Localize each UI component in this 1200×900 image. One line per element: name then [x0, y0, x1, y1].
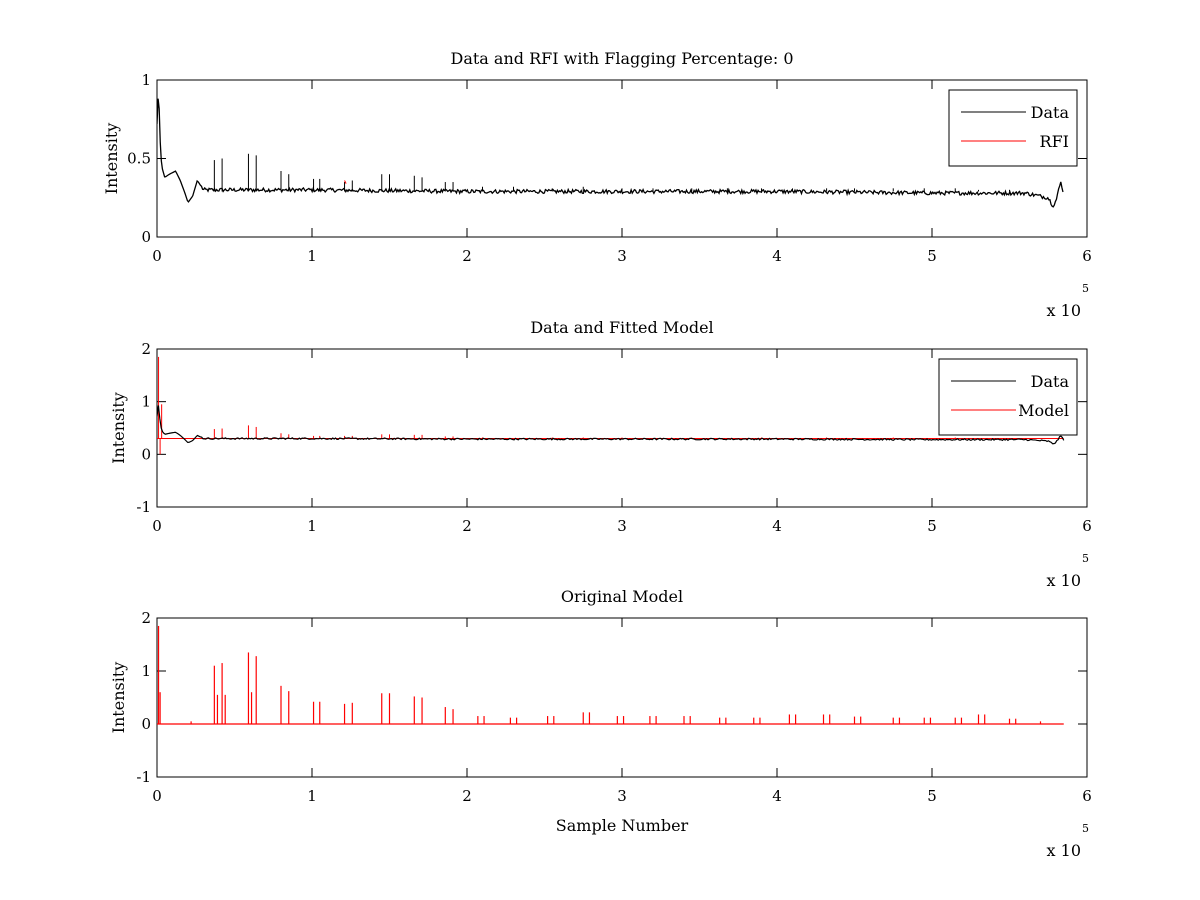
- y-tick-label: 1: [141, 71, 151, 89]
- x-multiplier-exponent: 5: [1082, 282, 1089, 295]
- y-tick-label: 2: [141, 609, 151, 627]
- x-tick-label: 6: [1082, 247, 1092, 265]
- legend-box: [938, 358, 1078, 436]
- legend: Data Model: [938, 358, 1078, 436]
- y-tick-label: -1: [136, 768, 151, 786]
- y-tick-label: -1: [136, 498, 151, 516]
- x-tick-label: 4: [772, 517, 782, 535]
- y-tick-label: 0: [141, 228, 151, 246]
- legend-box: [948, 89, 1078, 167]
- x-tick-label: 3: [617, 247, 627, 265]
- axes-box: [156, 79, 1088, 238]
- chart-title: Original Model: [561, 587, 683, 606]
- legend: Data RFI: [948, 89, 1078, 167]
- x-tick-label: 0: [152, 787, 162, 805]
- rfi-line: [344, 180, 347, 184]
- legend-label: RFI: [1040, 132, 1069, 151]
- x-tick-label: 2: [462, 517, 472, 535]
- x-multiplier: x 10: [1047, 841, 1081, 860]
- y-tick-label: 1: [141, 662, 151, 680]
- x-tick-label: 3: [617, 787, 627, 805]
- x-tick-label: 3: [617, 517, 627, 535]
- legend-label: Model: [1018, 401, 1069, 420]
- y-tick-label: 0: [141, 445, 151, 463]
- y-tick-label: 2: [141, 340, 151, 358]
- x-tick-label: 1: [307, 787, 317, 805]
- chart-title: Data and RFI with Flagging Percentage: 0: [450, 49, 793, 68]
- legend-label: Data: [1031, 372, 1070, 391]
- x-tick-label: 5: [927, 247, 937, 265]
- x-tick-label: 2: [462, 787, 472, 805]
- x-axis-label: Sample Number: [556, 816, 689, 835]
- x-tick-label: 5: [927, 787, 937, 805]
- x-multiplier: x 10: [1047, 301, 1081, 320]
- y-axis-label: Intensity: [102, 123, 121, 195]
- x-multiplier-exponent: 5: [1082, 552, 1089, 565]
- y-tick-label: 1: [141, 393, 151, 411]
- x-tick-label: 0: [152, 517, 162, 535]
- x-tick-label: 4: [772, 787, 782, 805]
- x-tick-label: 4: [772, 247, 782, 265]
- plot-area: [157, 356, 1065, 455]
- axes-box: [156, 617, 1088, 778]
- y-axis-label: Intensity: [109, 392, 128, 464]
- x-tick-label: 1: [307, 247, 317, 265]
- data-line: [157, 405, 1065, 445]
- y-tick-label: 0: [141, 715, 151, 733]
- x-tick-label: 6: [1082, 787, 1092, 805]
- chart-title: Data and Fitted Model: [530, 318, 713, 337]
- plot-area: [157, 625, 1064, 725]
- x-multiplier: x 10: [1047, 571, 1081, 590]
- chart-1: Data and RFI with Flagging Percentage: 0…: [102, 49, 1092, 320]
- x-tick-label: 6: [1082, 517, 1092, 535]
- x-tick-label: 5: [927, 517, 937, 535]
- y-tick-label: 0.5: [127, 150, 151, 168]
- x-multiplier-exponent: 5: [1082, 822, 1089, 835]
- data-line: [157, 98, 1064, 208]
- x-tick-label: 1: [307, 517, 317, 535]
- x-tick-label: 0: [152, 247, 162, 265]
- plot-area: [157, 98, 1064, 208]
- y-axis-label: Intensity: [109, 662, 128, 734]
- x-tick-label: 2: [462, 247, 472, 265]
- legend-label: Data: [1031, 103, 1070, 122]
